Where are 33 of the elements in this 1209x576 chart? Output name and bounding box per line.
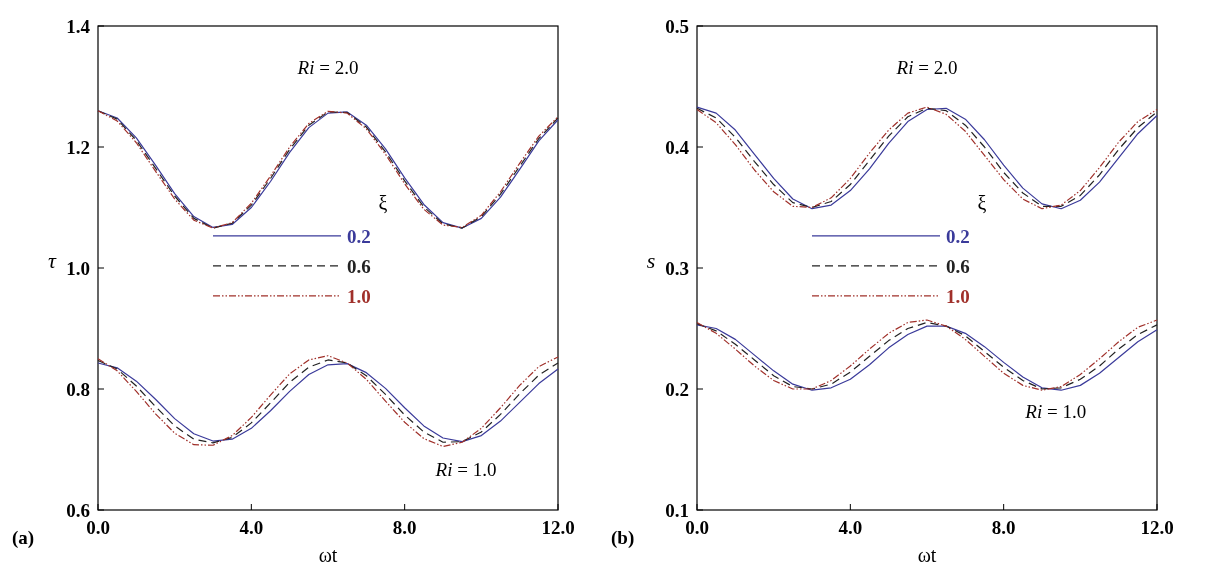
text: (a) bbox=[12, 527, 35, 549]
x-tick-label: 12.0 bbox=[541, 517, 575, 538]
x-tick-label: 8.0 bbox=[991, 517, 1016, 538]
legend-title: ξ bbox=[378, 191, 388, 214]
text: 0.6 bbox=[945, 255, 970, 277]
text: 1.0 bbox=[945, 285, 970, 307]
text: 0.2 bbox=[945, 225, 970, 247]
x-tick-label: 4.0 bbox=[837, 517, 862, 538]
x-tick-label: 8.0 bbox=[392, 517, 417, 538]
y-axis-title: s bbox=[646, 248, 655, 273]
y-tick-label: 0.8 bbox=[66, 378, 90, 400]
x-axis-title: ωt bbox=[318, 544, 338, 566]
y-axis-title: τ bbox=[48, 248, 58, 273]
y-tick-label: 0.2 bbox=[664, 378, 689, 400]
text: 0.2 bbox=[347, 225, 371, 247]
annotation: Ri = 2.0 bbox=[296, 57, 359, 79]
y-tick-label: 0.5 bbox=[664, 15, 689, 37]
x-tick-label: 12.0 bbox=[1139, 517, 1174, 538]
annotation: Ri = 1.0 bbox=[434, 459, 497, 481]
line-series bbox=[97, 110, 559, 229]
text: 1.0 bbox=[347, 285, 371, 307]
y-tick-label: 1.0 bbox=[66, 257, 90, 279]
y-tick-label: 1.2 bbox=[66, 136, 90, 158]
annotation: Ri = 1.0 bbox=[1023, 401, 1086, 423]
text: (b) bbox=[610, 527, 634, 549]
annotation: Ri = 2.0 bbox=[895, 57, 957, 79]
y-tick-label: 0.3 bbox=[664, 257, 689, 279]
x-tick-label: 4.0 bbox=[239, 517, 264, 538]
y-tick-label: 1.4 bbox=[66, 15, 91, 37]
x-axis-title: ωt bbox=[917, 544, 937, 566]
text: 0.6 bbox=[347, 255, 371, 277]
legend-title: ξ bbox=[977, 191, 987, 214]
y-tick-label: 0.4 bbox=[664, 136, 689, 158]
